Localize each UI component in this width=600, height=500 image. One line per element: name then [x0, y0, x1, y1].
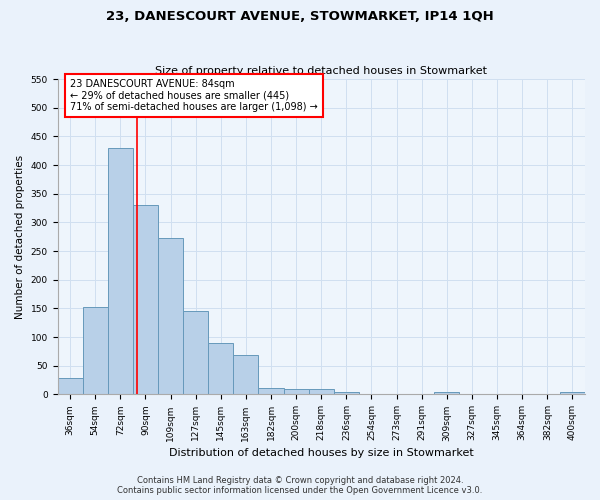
Y-axis label: Number of detached properties: Number of detached properties — [15, 154, 25, 319]
Bar — [183, 312, 208, 394]
Title: Size of property relative to detached houses in Stowmarket: Size of property relative to detached ho… — [155, 66, 487, 76]
Text: Contains HM Land Registry data © Crown copyright and database right 2024.
Contai: Contains HM Land Registry data © Crown c… — [118, 476, 482, 495]
Bar — [83, 306, 108, 394]
Bar — [233, 356, 259, 395]
Bar — [133, 205, 158, 394]
X-axis label: Distribution of detached houses by size in Stowmarket: Distribution of detached houses by size … — [169, 448, 473, 458]
Text: 23 DANESCOURT AVENUE: 84sqm
← 29% of detached houses are smaller (445)
71% of se: 23 DANESCOURT AVENUE: 84sqm ← 29% of det… — [70, 79, 318, 112]
Bar — [284, 388, 309, 394]
Bar — [58, 378, 83, 394]
Bar — [259, 388, 284, 394]
Bar — [334, 392, 359, 394]
Text: 23, DANESCOURT AVENUE, STOWMARKET, IP14 1QH: 23, DANESCOURT AVENUE, STOWMARKET, IP14 … — [106, 10, 494, 23]
Bar — [108, 148, 133, 394]
Bar — [208, 343, 233, 394]
Bar — [434, 392, 460, 394]
Bar — [560, 392, 585, 394]
Bar — [309, 388, 334, 394]
Bar — [158, 238, 183, 394]
